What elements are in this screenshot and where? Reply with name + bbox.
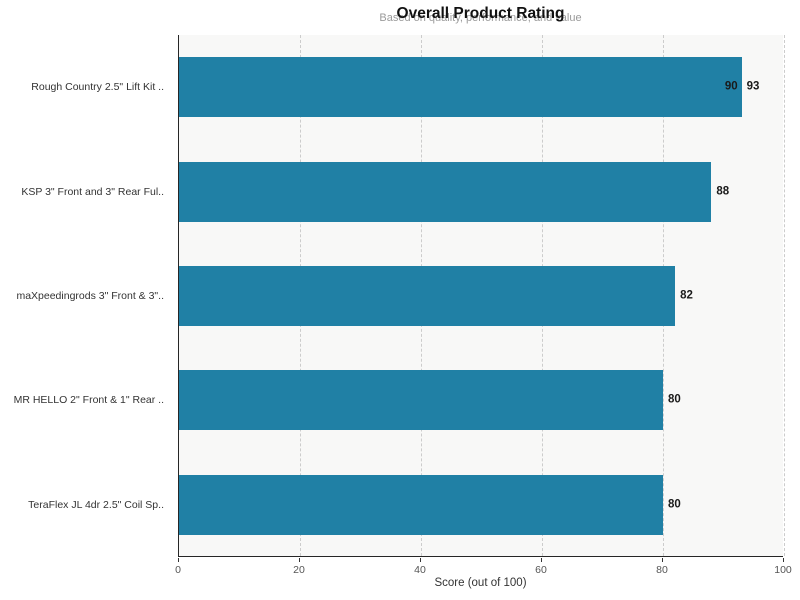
x-tick-mark-60 <box>541 558 542 562</box>
category-label: KSP 3" Front and 3" Rear Ful.. <box>21 185 164 198</box>
category-label: MR HELLO 2" Front & 1" Rear .. <box>13 394 164 407</box>
y-axis-labels: Rough Country 2.5" Lift Kit .. KSP 3" Fro… <box>0 35 171 557</box>
plot-area: 93 90 88 82 80 80 <box>178 35 785 557</box>
bar-row: 88 <box>179 139 783 243</box>
category-label: maXpeedingrods 3" Front & 3".. <box>16 289 164 302</box>
bar-row: 93 90 <box>179 35 783 139</box>
bar-row: 80 <box>179 453 783 557</box>
x-tick-label-0: 0 <box>175 564 181 576</box>
x-tick-label-60: 60 <box>535 564 547 576</box>
bar-value-label: 80 <box>668 498 681 511</box>
bar <box>179 57 742 118</box>
chart-subtitle: Based on quality, performance, and value <box>379 12 582 24</box>
bar-row: 80 <box>179 348 783 452</box>
bar-row: 82 <box>179 244 783 348</box>
x-tick-label-40: 40 <box>414 564 426 576</box>
bar-value-label: 88 <box>716 184 730 197</box>
bar <box>179 474 663 535</box>
x-axis-title: Score (out of 100) <box>434 577 527 589</box>
x-tick-mark-20 <box>299 558 300 562</box>
bar <box>179 265 676 326</box>
x-tick-mark-80 <box>662 558 663 562</box>
bar-value-label: 80 <box>668 393 681 406</box>
x-tick-mark-100 <box>783 558 784 562</box>
category-label: Rough Country 2.5" Lift Kit .. <box>31 81 164 94</box>
gridline-x-100 <box>784 35 785 556</box>
x-tick-label-20: 20 <box>293 564 305 576</box>
x-tick-mark-0 <box>178 558 179 562</box>
x-axis: 0 20 40 60 80 100 <box>175 558 792 578</box>
category-label: TeraFlex JL 4dr 2.5" Coil Sp.. <box>28 498 164 511</box>
bar-value-label: 82 <box>680 289 693 302</box>
x-tick-mark-40 <box>420 558 421 562</box>
x-tick-label-100: 100 <box>774 564 792 576</box>
bar-inner-value-label: 90 <box>724 80 738 93</box>
x-tick-label-80: 80 <box>656 564 668 576</box>
bar <box>179 161 712 222</box>
bar-value-label: 93 <box>746 80 760 93</box>
chart-title: Overall Product Rating <box>396 5 565 22</box>
bar <box>179 370 663 431</box>
